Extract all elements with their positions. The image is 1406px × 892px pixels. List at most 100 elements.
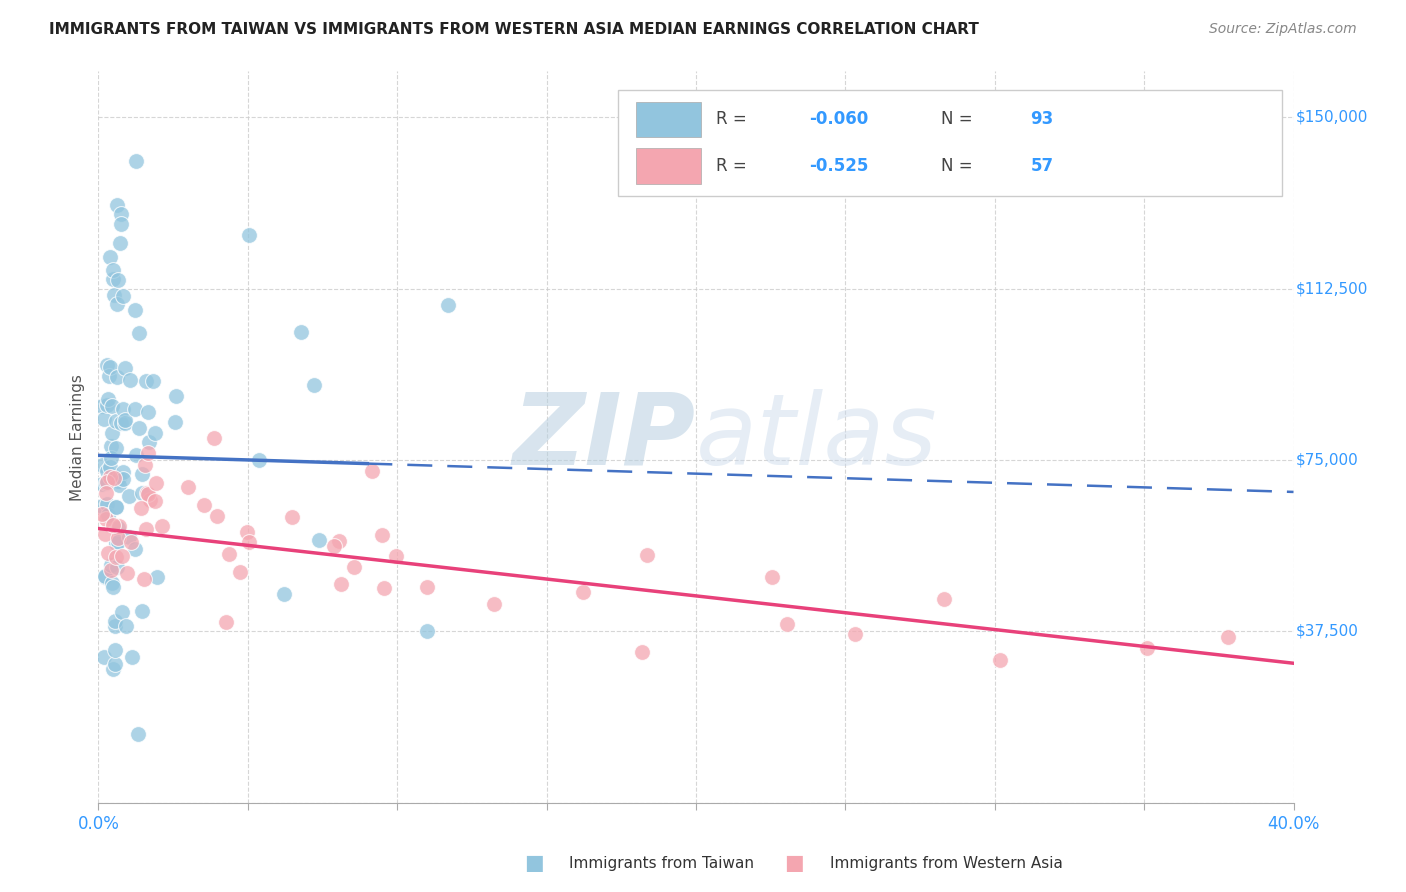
Point	[163, 415, 186, 429]
Point	[101, 518, 124, 533]
Point	[96, 475, 118, 490]
Point	[105, 198, 128, 212]
Point	[844, 627, 866, 641]
Point	[416, 624, 439, 638]
Point	[111, 549, 134, 564]
Point	[761, 570, 783, 584]
Point	[105, 535, 128, 549]
Point	[105, 414, 128, 428]
Point	[101, 271, 124, 285]
Text: IMMIGRANTS FROM TAIWAN VS IMMIGRANTS FROM WESTERN ASIA MEDIAN EARNINGS CORRELATI: IMMIGRANTS FROM TAIWAN VS IMMIGRANTS FRO…	[49, 22, 979, 37]
Point	[100, 439, 122, 453]
Point	[112, 472, 135, 486]
Point	[98, 459, 121, 474]
Point	[193, 498, 215, 512]
Point	[114, 412, 136, 426]
Point	[101, 400, 124, 414]
Point	[96, 497, 118, 511]
Point	[373, 581, 395, 595]
Point	[129, 500, 152, 515]
Text: 57: 57	[1031, 157, 1053, 175]
FancyBboxPatch shape	[637, 102, 700, 136]
Point	[100, 426, 122, 441]
Point	[322, 540, 344, 554]
Text: atlas: atlas	[696, 389, 938, 485]
Point	[134, 572, 156, 586]
Point	[143, 426, 166, 441]
Point	[150, 519, 173, 533]
Point	[636, 548, 658, 562]
Point	[247, 453, 270, 467]
Point	[118, 489, 141, 503]
Point	[105, 297, 128, 311]
Point	[776, 617, 799, 632]
Point	[136, 405, 159, 419]
Point	[124, 401, 146, 416]
Point	[138, 435, 160, 450]
Point	[94, 526, 117, 541]
Point	[100, 451, 122, 466]
Point	[127, 727, 149, 741]
Point	[118, 530, 141, 544]
Point	[94, 476, 117, 491]
Point	[437, 298, 460, 312]
Point	[94, 485, 117, 500]
Point	[121, 649, 143, 664]
Point	[98, 469, 121, 483]
Point	[136, 486, 159, 500]
Point	[238, 227, 260, 242]
Point	[107, 531, 129, 545]
Point	[108, 519, 131, 533]
Point	[91, 400, 114, 414]
Text: Immigrants from Western Asia: Immigrants from Western Asia	[830, 856, 1063, 871]
Point	[484, 597, 506, 611]
Point	[631, 645, 654, 659]
Point	[1136, 641, 1159, 656]
Point	[101, 576, 124, 591]
Point	[111, 465, 134, 479]
Point	[105, 500, 128, 514]
Text: $37,500: $37,500	[1296, 624, 1358, 639]
Point	[105, 369, 128, 384]
Text: ■: ■	[524, 854, 544, 873]
Point	[94, 569, 117, 583]
Point	[97, 508, 120, 522]
Text: $75,000: $75,000	[1296, 452, 1358, 467]
Point	[114, 416, 136, 430]
Point	[90, 476, 112, 491]
Point	[124, 541, 146, 556]
Point	[97, 392, 120, 406]
Point	[96, 398, 118, 412]
Point	[108, 471, 131, 485]
Point	[177, 480, 200, 494]
Point	[131, 486, 153, 500]
Point	[101, 580, 124, 594]
Point	[101, 662, 124, 676]
Y-axis label: Median Earnings: Median Earnings	[70, 374, 86, 500]
Point	[114, 361, 136, 376]
Point	[107, 273, 129, 287]
Point	[98, 251, 121, 265]
Point	[100, 558, 122, 572]
Point	[145, 475, 167, 490]
Point	[115, 566, 138, 580]
Point	[107, 521, 129, 535]
Point	[97, 369, 120, 384]
Point	[103, 471, 125, 485]
Text: N =: N =	[941, 157, 977, 175]
Point	[125, 153, 148, 168]
FancyBboxPatch shape	[637, 148, 700, 184]
Point	[205, 508, 228, 523]
Point	[103, 287, 125, 301]
Point	[91, 458, 114, 473]
Point	[124, 303, 146, 318]
Text: ZIP: ZIP	[513, 389, 696, 485]
Point	[136, 446, 159, 460]
Point	[107, 534, 129, 549]
Point	[143, 494, 166, 508]
Point	[108, 236, 131, 251]
Text: R =: R =	[716, 157, 752, 175]
Point	[111, 289, 134, 303]
Text: N =: N =	[941, 111, 977, 128]
Point	[91, 500, 114, 514]
